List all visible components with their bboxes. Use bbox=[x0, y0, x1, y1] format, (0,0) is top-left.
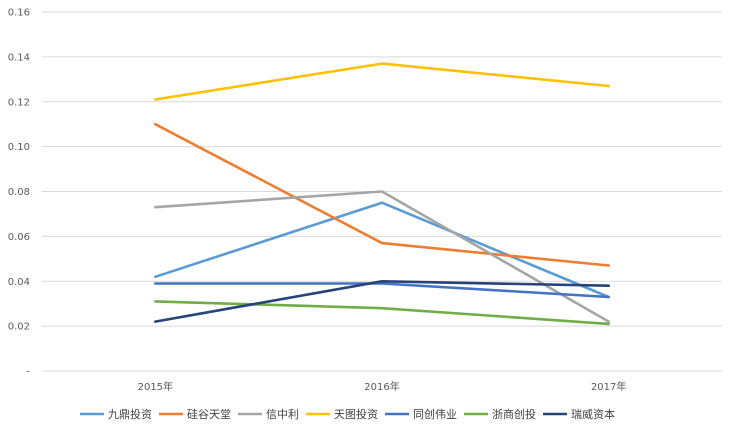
y-tick-label: 0.08 bbox=[8, 187, 30, 198]
legend-item[interactable]: 硅谷天堂 bbox=[159, 408, 231, 421]
series-line-6 bbox=[154, 279, 611, 323]
y-tick-label: 0.02 bbox=[8, 322, 30, 333]
legend-item[interactable]: 浙商创投 bbox=[464, 407, 536, 421]
y-tick-label: 0.14 bbox=[8, 52, 30, 63]
legend-label: 九鼎投资 bbox=[108, 407, 152, 421]
legend: 九鼎投资 硅谷天堂 信中利 天图投资 同创伟业 浙商创投 瑞威资本 bbox=[80, 407, 615, 421]
legend-label: 硅谷天堂 bbox=[187, 408, 231, 421]
y-axis-ticks: - 0.02 0.04 0.06 0.08 0.10 0.12 0.14 0.16 bbox=[8, 8, 31, 378]
x-tick-label: 2016年 bbox=[364, 380, 399, 393]
y-tick-label: 0.04 bbox=[8, 277, 30, 288]
series-line-2 bbox=[154, 190, 611, 323]
legend-item[interactable]: 信中利 bbox=[238, 408, 299, 421]
legend-item[interactable]: 瑞威资本 bbox=[543, 407, 615, 421]
x-axis-ticks: 2015年 2016年 2017年 bbox=[138, 380, 627, 393]
legend-label: 信中利 bbox=[266, 408, 299, 421]
legend-item[interactable]: 天图投资 bbox=[306, 407, 378, 421]
legend-label: 同创伟业 bbox=[413, 408, 457, 421]
series-line-3 bbox=[154, 62, 611, 101]
series-line-0 bbox=[154, 201, 611, 299]
y-tick-label: - bbox=[26, 367, 30, 378]
legend-item[interactable]: 同创伟业 bbox=[385, 408, 457, 421]
y-tick-label: 0.10 bbox=[8, 142, 30, 153]
series-lines bbox=[154, 62, 611, 326]
x-tick-label: 2017年 bbox=[591, 380, 626, 393]
legend-label: 天图投资 bbox=[334, 407, 378, 421]
series-line-4 bbox=[154, 282, 611, 299]
y-tick-label: 0.12 bbox=[8, 97, 30, 108]
y-tick-label: 0.16 bbox=[8, 8, 30, 19]
x-tick-label: 2015年 bbox=[138, 380, 173, 393]
y-tick-label: 0.06 bbox=[8, 232, 30, 243]
legend-label: 浙商创投 bbox=[492, 407, 536, 421]
legend-item[interactable]: 九鼎投资 bbox=[80, 407, 152, 421]
legend-label: 瑞威资本 bbox=[571, 407, 615, 421]
series-line-5 bbox=[154, 300, 611, 326]
series-line-1 bbox=[154, 122, 611, 267]
